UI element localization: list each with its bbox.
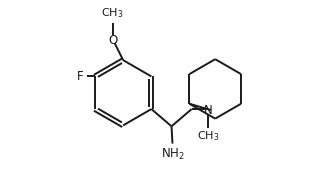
Text: F: F	[77, 70, 83, 83]
Text: CH$_3$: CH$_3$	[197, 129, 219, 143]
Text: N: N	[203, 104, 212, 117]
Text: O: O	[108, 34, 117, 48]
Text: CH$_3$: CH$_3$	[101, 6, 124, 20]
Text: NH$_2$: NH$_2$	[161, 147, 184, 161]
